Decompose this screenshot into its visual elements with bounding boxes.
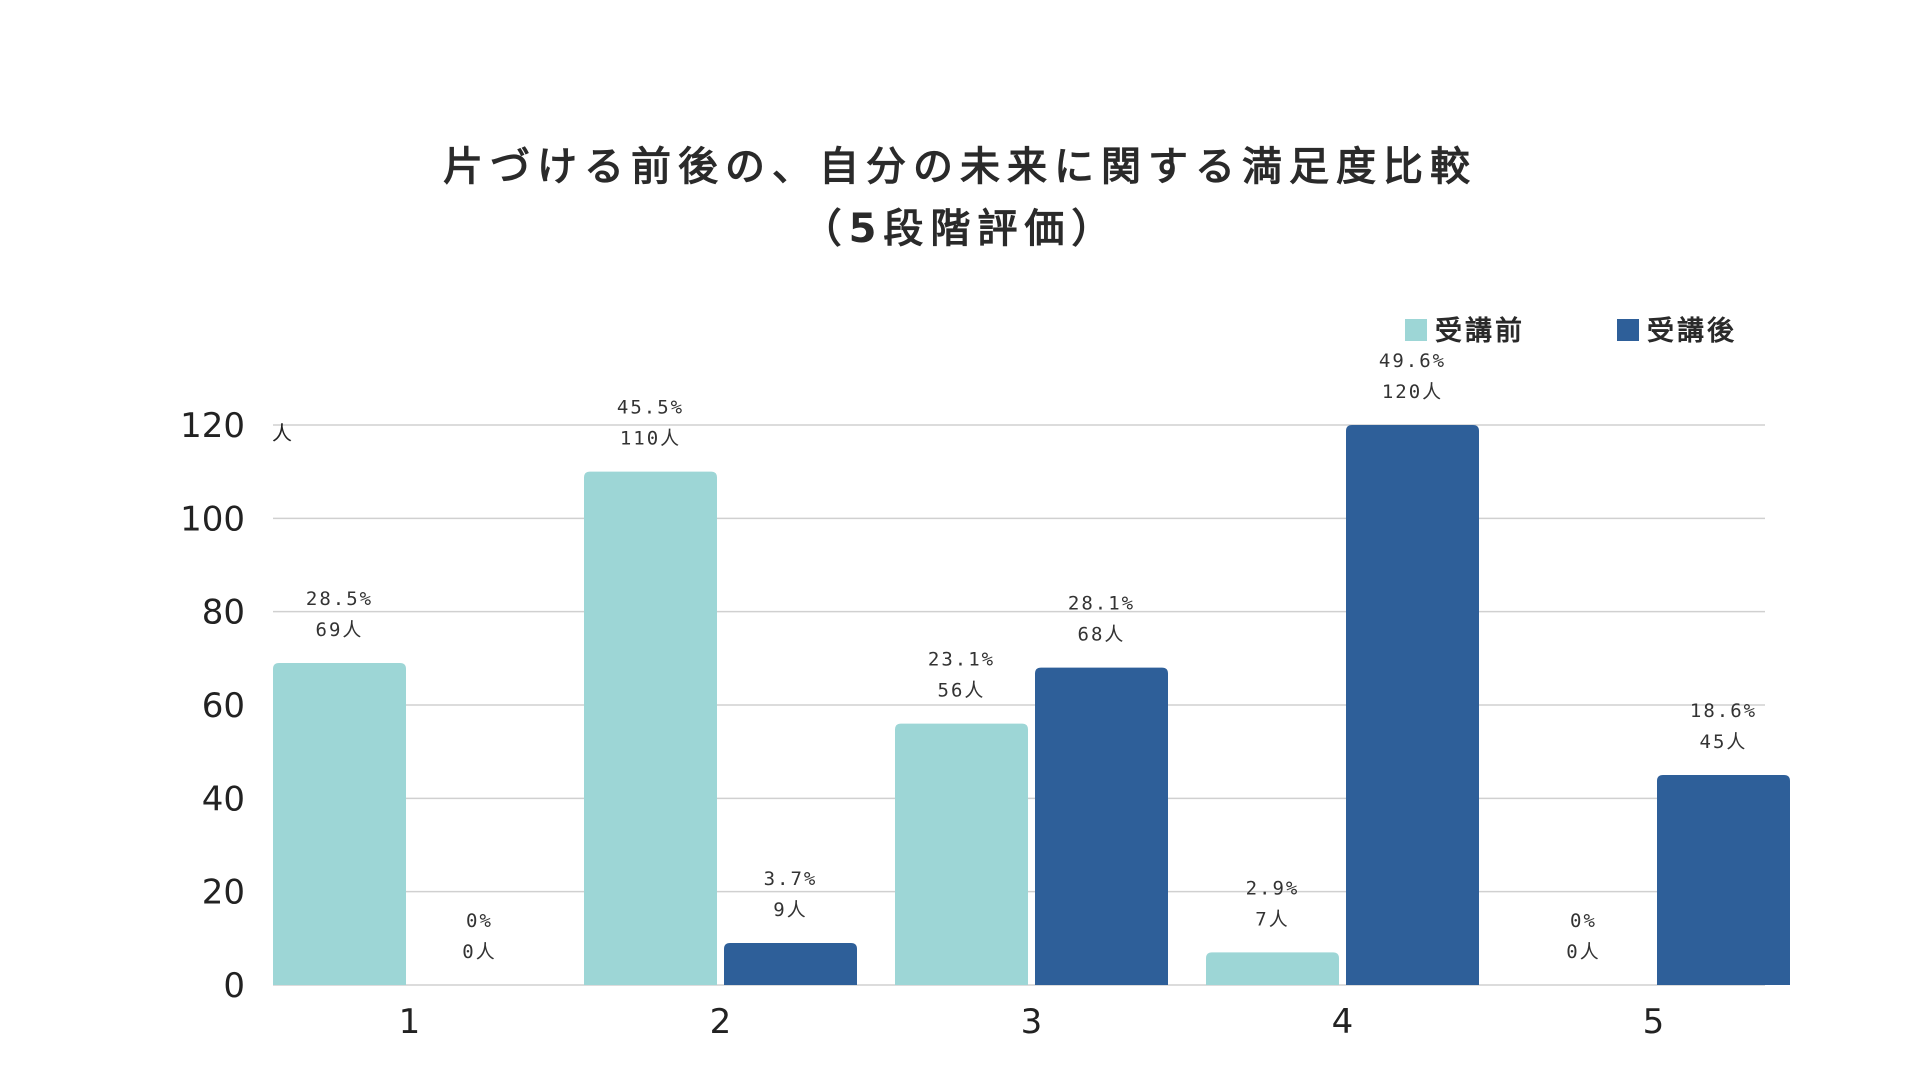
bars <box>273 425 1790 986</box>
data-label-percent: 28.5% <box>306 588 373 610</box>
bar-s1-c2 <box>1035 667 1168 985</box>
data-label-percent: 18.6% <box>1690 700 1757 722</box>
x-tick-label: 1 <box>399 1002 421 1042</box>
bar-s1-c3 <box>1346 425 1479 985</box>
data-label-count: 9人 <box>773 899 807 921</box>
y-tick-label: 40 <box>202 779 245 819</box>
chart-title: 片づける前後の、自分の未来に関する満足度比較 <box>443 144 1477 190</box>
y-tick-label: 80 <box>202 593 245 633</box>
data-label-count: 56人 <box>938 680 986 702</box>
data-label-percent: 23.1% <box>928 649 995 671</box>
y-tick-label: 120 <box>180 406 245 446</box>
legend-label: 受講後 <box>1647 315 1737 347</box>
data-label-count: 0人 <box>1566 941 1600 963</box>
data-label-percent: 0% <box>1570 910 1597 932</box>
data-label-percent: 49.6% <box>1379 350 1446 372</box>
y-tick-label: 0 <box>223 966 245 1006</box>
data-label-percent: 45.5% <box>617 397 684 419</box>
y-axis: 0 20 40 60 80 100 120 <box>180 406 245 1006</box>
bar-s0-c3 <box>1206 952 1339 985</box>
x-axis: 1 2 3 4 5 <box>399 1002 1665 1042</box>
data-label-percent: 3.7% <box>764 868 818 890</box>
bar-s1-c1 <box>724 943 857 985</box>
x-tick-label: 3 <box>1021 1002 1043 1042</box>
data-label-count: 110人 <box>620 428 681 450</box>
legend-label: 受講前 <box>1435 315 1525 347</box>
data-label-count: 68人 <box>1078 624 1126 646</box>
chart-subtitle: （5段階評価） <box>802 206 1119 252</box>
x-tick-label: 2 <box>710 1002 732 1042</box>
legend-swatch <box>1617 319 1639 341</box>
bar-s1-c4 <box>1657 775 1790 985</box>
data-label-percent: 28.1% <box>1068 593 1135 615</box>
data-label-count: 7人 <box>1255 908 1289 930</box>
legend: 受講前 受講後 <box>1405 315 1737 347</box>
data-label-count: 45人 <box>1700 731 1748 753</box>
y-tick-label: 100 <box>180 499 245 539</box>
bar-s0-c0 <box>273 663 406 985</box>
data-label-percent: 0% <box>466 910 493 932</box>
data-label-count: 0人 <box>462 941 496 963</box>
bar-s0-c1 <box>584 471 717 986</box>
bar-s0-c2 <box>895 723 1028 985</box>
y-tick-label: 60 <box>202 686 245 726</box>
x-tick-label: 4 <box>1332 1002 1354 1042</box>
x-tick-label: 5 <box>1643 1002 1665 1042</box>
data-label-count: 69人 <box>316 619 364 641</box>
legend-swatch <box>1405 319 1427 341</box>
y-axis-unit: 人 <box>272 421 292 445</box>
data-label-percent: 2.9% <box>1246 877 1300 899</box>
y-tick-label: 20 <box>202 873 245 913</box>
data-labels: 28.5% 69人 45.5% 110人 23.1% 56人 2.9% 7人 0% 0人 0% 0人 3… <box>306 350 1757 963</box>
data-label-count: 120人 <box>1382 381 1443 403</box>
